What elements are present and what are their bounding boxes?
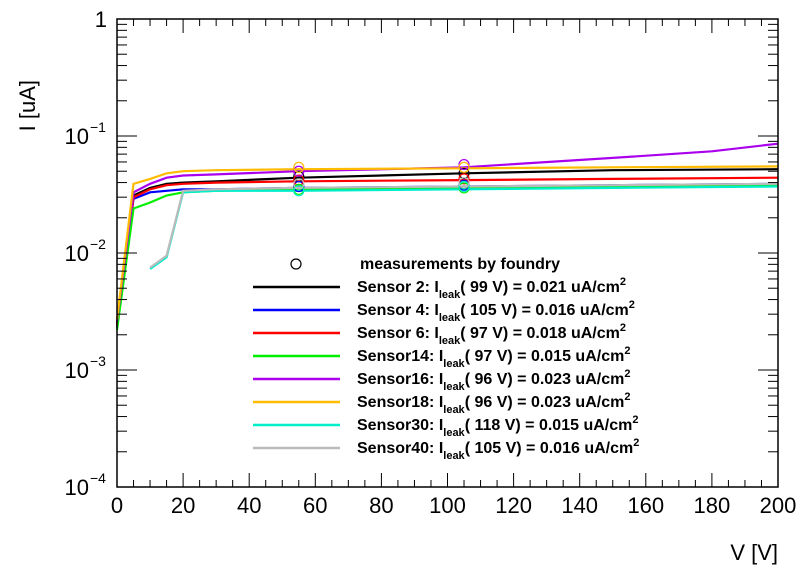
y-tick-label: 10 — [65, 124, 89, 149]
legend-prefix: Sensor40: I — [357, 440, 443, 457]
legend-suffix: ( 105 V) = 0.016 uA/cm — [465, 440, 634, 457]
series-line-sensor-6 — [115, 176, 779, 326]
legend-superscript: 2 — [620, 322, 626, 334]
foundry-marker — [458, 161, 470, 173]
legend-prefix: Sensor14: I — [357, 348, 443, 365]
y-tick-base: 10 — [65, 358, 89, 383]
y-tick-label: 10 — [65, 475, 89, 500]
legend-superscript: 2 — [624, 368, 630, 380]
legend-suffix: ( 97 V) = 0.015 uA/cm — [465, 348, 625, 365]
legend-superscript: 2 — [629, 299, 635, 311]
legend-subscript: leak — [443, 404, 465, 416]
legend-prefix: Sensor 2: I — [357, 279, 439, 296]
y-tick-base: 10 — [65, 241, 89, 266]
y-tick-label: 10 — [65, 358, 89, 383]
series-line-sensor-2 — [115, 168, 779, 324]
legend-superscript: 2 — [620, 276, 626, 288]
legend-prefix: Sensor30: I — [357, 417, 443, 434]
legend-prefix: Sensor18: I — [357, 394, 443, 411]
legend-suffix: ( 105 V) = 0.016 uA/cm — [460, 302, 629, 319]
y-tick-base: 10 — [65, 124, 89, 149]
x-tick-label: 140 — [561, 493, 598, 518]
plot-frame — [116, 18, 779, 488]
legend-entry: Sensor14: Ileak( 97 V) = 0.015 uA/cm2 — [357, 345, 630, 370]
foundry-marker — [293, 161, 305, 173]
y-tick-base: 10 — [65, 475, 89, 500]
legend-subscript: leak — [439, 335, 461, 347]
y-tick-label: 1 — [95, 7, 107, 32]
x-tick-label: 80 — [369, 493, 393, 518]
legend-subscript: leak — [443, 427, 465, 439]
legend-entry: Sensor18: Ileak( 96 V) = 0.023 uA/cm2 — [357, 391, 630, 416]
legend-suffix: ( 97 V) = 0.018 uA/cm — [460, 325, 620, 342]
legend-prefix: Sensor 4: I — [357, 302, 439, 319]
legend-subscript: leak — [443, 381, 465, 393]
legend-entry: Sensor16: Ileak( 96 V) = 0.023 uA/cm2 — [357, 368, 630, 393]
legend-prefix: Sensor16: I — [357, 371, 443, 388]
series-line-sensor18 — [115, 165, 779, 320]
marker-layer — [293, 158, 470, 197]
legend-suffix: ( 99 V) = 0.021 uA/cm — [460, 279, 620, 296]
series-layer — [115, 142, 779, 331]
series-line-sensor16 — [115, 142, 779, 322]
x-tick-label: 100 — [429, 493, 466, 518]
legend-marker-symbol — [290, 258, 302, 270]
x-tick-label: 20 — [171, 493, 195, 518]
legend-entry: Sensor30: Ileak( 118 V) = 0.015 uA/cm2 — [357, 414, 638, 439]
x-tick-label: 0 — [111, 493, 123, 518]
y-tick-exponent: −3 — [90, 353, 106, 369]
legend-entry: Sensor40: Ileak( 105 V) = 0.016 uA/cm2 — [357, 437, 639, 462]
legend-entry: Sensor 4: Ileak( 105 V) = 0.016 uA/cm2 — [357, 299, 635, 324]
legend-suffix: ( 118 V) = 0.015 uA/cm — [465, 417, 633, 434]
legend-entry: Sensor 6: Ileak( 97 V) = 0.018 uA/cm2 — [357, 322, 626, 347]
legend-superscript: 2 — [624, 391, 630, 403]
legend-subscript: leak — [439, 312, 461, 324]
foundry-marker — [293, 165, 305, 177]
legend-subscript: leak — [443, 358, 465, 370]
x-tick-label: 60 — [303, 493, 327, 518]
foundry-marker — [293, 185, 305, 197]
foundry-marker — [458, 180, 470, 193]
legend-prefix: Sensor 6: I — [357, 325, 439, 342]
foundry-marker — [458, 176, 470, 189]
legend-suffix: ( 96 V) = 0.023 uA/cm — [465, 371, 625, 388]
foundry-marker — [458, 173, 470, 185]
legend-suffix: ( 96 V) = 0.023 uA/cm — [465, 394, 625, 411]
y-tick-exponent: −2 — [90, 236, 106, 252]
legend-superscript: 2 — [632, 414, 638, 426]
legend-marker-label: measurements by foundry — [360, 256, 560, 273]
x-axis-title: V [V] — [730, 540, 778, 565]
foundry-marker — [293, 174, 305, 186]
y-tick-label: 10 — [65, 241, 89, 266]
foundry-marker — [293, 180, 305, 193]
legend-entry: Sensor 2: Ileak( 99 V) = 0.021 uA/cm2 — [357, 276, 626, 301]
x-tick-label: 200 — [760, 493, 797, 518]
series-line-sensor40 — [149, 182, 779, 269]
y-axis-title: I [uA] — [15, 80, 40, 131]
foundry-marker — [293, 178, 305, 190]
foundry-marker — [458, 158, 470, 171]
y-tick-exponent: −1 — [90, 119, 106, 135]
x-tick-label: 180 — [694, 493, 731, 518]
y-tick-base: 1 — [95, 7, 107, 32]
x-tick-label: 160 — [627, 493, 664, 518]
x-tick-label: 120 — [495, 493, 532, 518]
legend-subscript: leak — [443, 450, 465, 462]
foundry-marker — [458, 167, 470, 179]
legend-superscript: 2 — [624, 345, 630, 357]
y-tick-exponent: −4 — [90, 470, 106, 486]
tick-layer: 0 20 40 60 80 100 120 140 160 180 200110−110−210−3… — [65, 7, 797, 518]
legend-subscript: leak — [439, 289, 461, 301]
x-tick-label: 40 — [237, 493, 261, 518]
legend-superscript: 2 — [633, 437, 639, 449]
